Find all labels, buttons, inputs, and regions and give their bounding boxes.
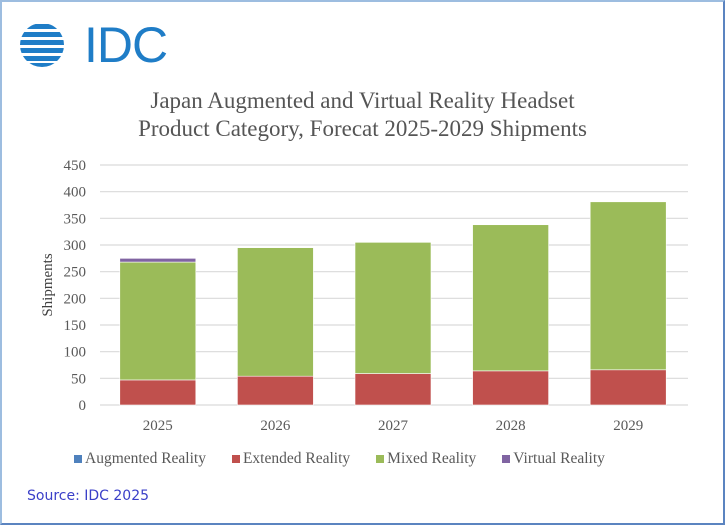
bar-segment-extended-reality bbox=[472, 370, 549, 406]
y-tick-label: 350 bbox=[64, 211, 87, 227]
x-tick-label: 2026 bbox=[260, 418, 291, 434]
globe-icon bbox=[20, 24, 64, 67]
y-tick-label: 100 bbox=[64, 345, 87, 361]
bar-segment-mixed-reality bbox=[354, 242, 432, 374]
legend-label: Augmented Reality bbox=[85, 450, 206, 467]
y-tick-label: 400 bbox=[64, 185, 87, 201]
bar-segment-extended-reality bbox=[119, 379, 197, 406]
bars bbox=[119, 201, 667, 406]
y-tick-label: 150 bbox=[64, 318, 87, 334]
legend-swatch bbox=[74, 455, 82, 463]
y-tick-label: 0 bbox=[79, 398, 87, 414]
legend-item: Virtual Reality bbox=[502, 450, 605, 468]
legend-label: Mixed Reality bbox=[387, 450, 477, 467]
y-tick-label: 450 bbox=[64, 158, 87, 174]
x-tick-label: 2027 bbox=[378, 418, 409, 434]
y-tick-label: 50 bbox=[71, 371, 86, 387]
bar-segment-mixed-reality bbox=[237, 247, 314, 377]
legend-label: Virtual Reality bbox=[513, 450, 605, 467]
chart-title-line-2: Product Category, Forecat 2025-2029 Ship… bbox=[138, 116, 587, 141]
bar-segment-extended-reality bbox=[589, 369, 667, 406]
legend-item: Mixed Reality bbox=[376, 450, 476, 468]
y-tick-labels: 0 50 100 150 200 250 300 350 400 450 bbox=[64, 158, 87, 414]
legend-swatch bbox=[376, 455, 385, 463]
bar-segment-mixed-reality bbox=[589, 201, 667, 371]
idc-logo: IDC bbox=[18, 17, 178, 73]
chart-title: Japan Augmented and Virtual Reality Head… bbox=[0, 87, 725, 143]
x-tick-label: 2028 bbox=[496, 418, 526, 434]
bar-segment-extended-reality bbox=[354, 373, 432, 406]
legend: Augmented Reality Extended Reality Mixed R… bbox=[74, 450, 605, 468]
y-tick-label: 200 bbox=[64, 291, 87, 307]
y-tick-label: 300 bbox=[64, 238, 87, 254]
y-axis-label: Shipments bbox=[40, 253, 56, 317]
logo-text: IDC bbox=[84, 17, 168, 73]
source-note: Source: IDC 2025 bbox=[27, 488, 150, 504]
legend-swatch bbox=[502, 455, 511, 463]
chart-title-line-1: Japan Augmented and Virtual Reality Head… bbox=[150, 88, 575, 113]
x-tick-labels: 2025 2026 2027 2028 2029 bbox=[143, 418, 643, 434]
legend-item: Extended Reality bbox=[231, 450, 351, 468]
bar-segment-mixed-reality bbox=[119, 261, 197, 381]
legend-label: Extended Reality bbox=[242, 450, 351, 467]
bar-segment-mixed-reality bbox=[472, 224, 549, 372]
legend-item: Augmented Reality bbox=[74, 450, 206, 468]
x-tick-label: 2025 bbox=[143, 418, 173, 434]
y-tick-label: 250 bbox=[64, 265, 87, 281]
bar-segment-virtual-reality bbox=[119, 258, 197, 263]
bar-segment-extended-reality bbox=[237, 375, 314, 406]
legend-swatch bbox=[231, 455, 240, 463]
x-tick-label: 2029 bbox=[613, 418, 643, 434]
